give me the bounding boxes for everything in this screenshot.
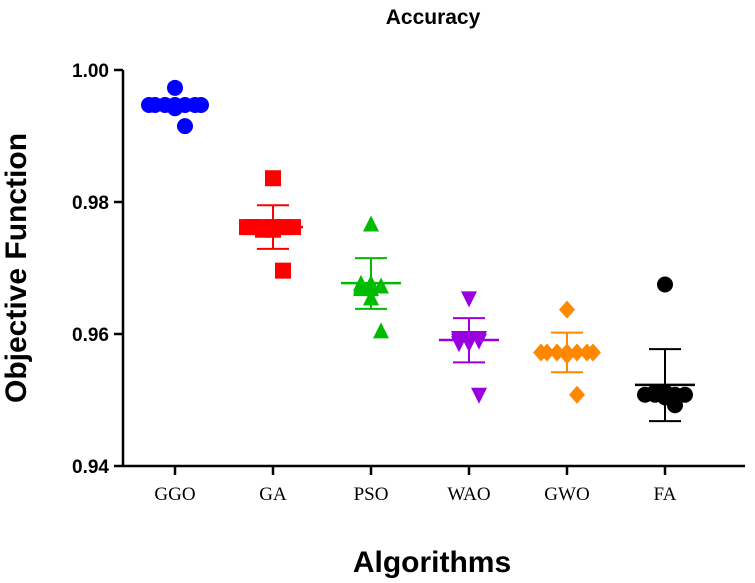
data-point	[657, 276, 673, 293]
data-point	[265, 170, 281, 187]
y-axis-label: Objective Function	[0, 133, 33, 403]
x-axis-label: Algorithms	[353, 546, 511, 579]
y-tick-label: 0.98	[72, 193, 109, 214]
data-point	[363, 215, 379, 232]
x-tick-label: WAO	[447, 484, 490, 505]
x-tick-label: GA	[259, 484, 287, 505]
x-tick-label: GWO	[544, 484, 589, 505]
chart-title: Accuracy	[386, 6, 481, 29]
y-tick-label: 0.96	[72, 325, 109, 346]
data-point	[471, 387, 487, 404]
data-point	[353, 280, 369, 297]
data-point	[637, 386, 653, 403]
x-tick-label: FA	[654, 484, 677, 505]
data-point	[373, 277, 389, 294]
data-point	[461, 291, 477, 308]
data-point	[569, 385, 585, 404]
x-tick-label: PSO	[354, 484, 389, 505]
data-point	[255, 221, 271, 238]
data-point	[667, 397, 683, 414]
data-point	[677, 386, 693, 403]
y-tick-label: 0.94	[72, 457, 109, 478]
data-point	[451, 336, 467, 353]
data-point	[275, 262, 291, 279]
data-point	[177, 118, 193, 135]
x-tick-label: GGO	[154, 484, 195, 505]
y-tick-label: 1.00	[72, 61, 109, 82]
data-point	[167, 79, 183, 96]
data-point	[373, 322, 389, 339]
data-point	[559, 300, 575, 319]
